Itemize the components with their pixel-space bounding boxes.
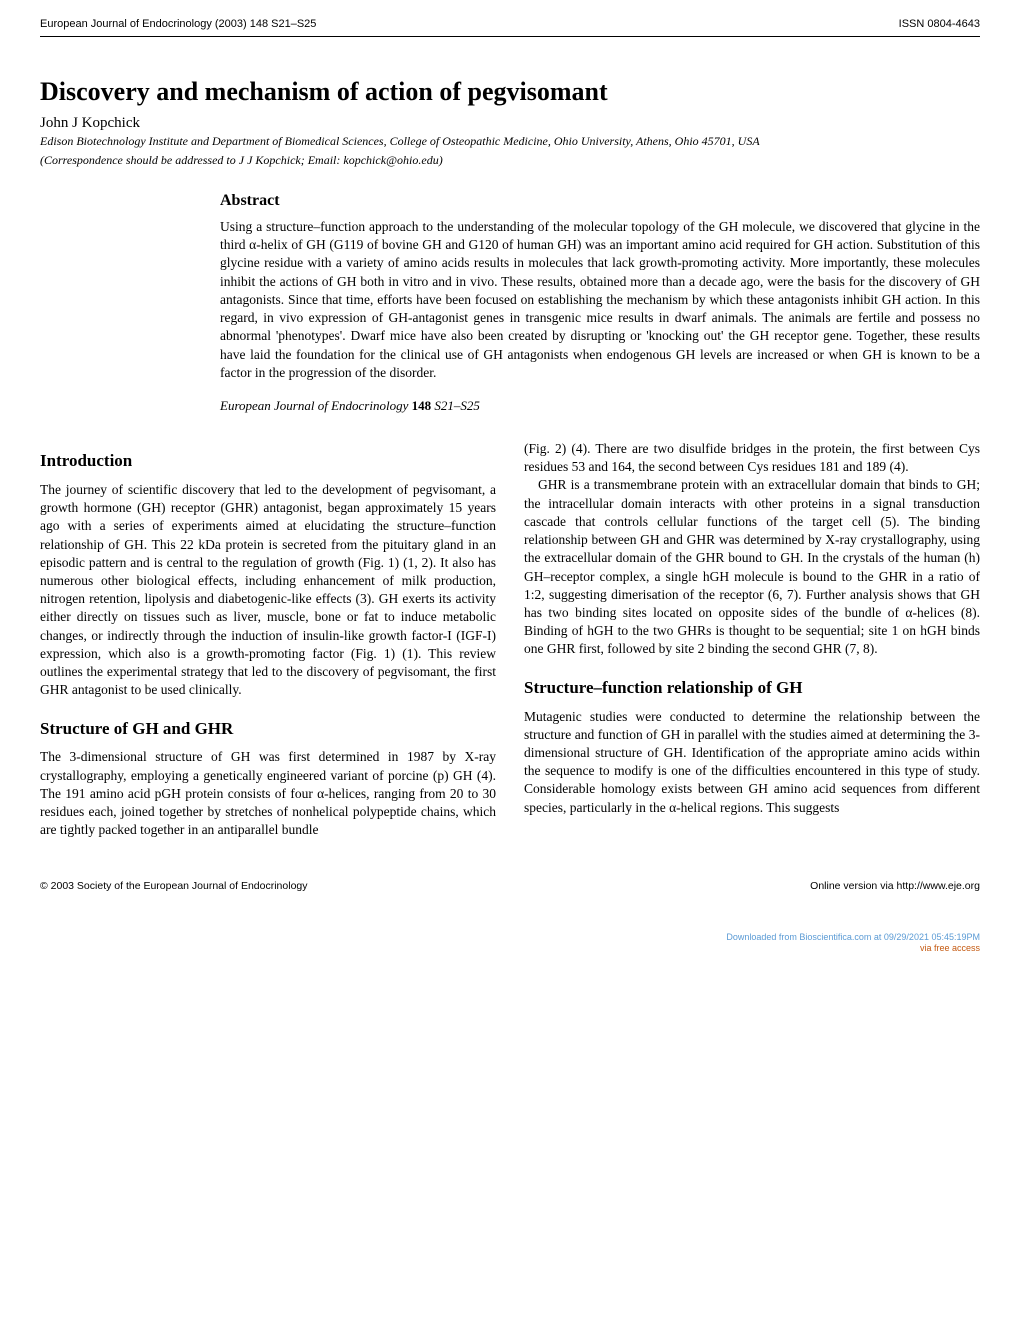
journal-citation-title: European Journal of Endocrinology [220, 398, 408, 413]
header-rule [40, 36, 980, 37]
download-line-1: Downloaded from Bioscientifica.com at 09… [40, 932, 980, 944]
right-para-1: (Fig. 2) (4). There are two disulfide br… [524, 440, 980, 476]
right-column: (Fig. 2) (4). There are two disulfide br… [524, 440, 980, 840]
journal-citation: European Journal of Endocrinology 148 S2… [220, 398, 980, 414]
two-column-body: Introduction The journey of scientific d… [40, 440, 980, 840]
author-name: John J Kopchick [40, 115, 980, 132]
copyright-text: © 2003 Society of the European Journal o… [40, 880, 308, 892]
online-version-text: Online version via http://www.eje.org [810, 880, 980, 892]
introduction-heading: Introduction [40, 450, 496, 473]
download-line-2: via free access [40, 943, 980, 955]
structure-paragraph: The 3-dimensional structure of GH was fi… [40, 748, 496, 839]
journal-citation-pages: S21–S25 [434, 398, 480, 413]
structure-heading: Structure of GH and GHR [40, 718, 496, 741]
journal-citation-volume: 148 [412, 398, 432, 413]
abstract-heading: Abstract [220, 192, 980, 210]
issn: ISSN 0804-4643 [899, 18, 980, 30]
structure-function-paragraph: Mutagenic studies were conducted to dete… [524, 708, 980, 817]
correspondence-line: (Correspondence should be addressed to J… [40, 153, 980, 168]
structure-function-heading: Structure–function relationship of GH [524, 677, 980, 700]
abstract-text: Using a structure–function approach to t… [220, 218, 980, 382]
download-note: Downloaded from Bioscientifica.com at 09… [0, 902, 1020, 965]
journal-ref: European Journal of Endocrinology (2003)… [40, 18, 316, 30]
page-header: European Journal of Endocrinology (2003)… [0, 0, 1020, 36]
left-column: Introduction The journey of scientific d… [40, 440, 496, 840]
right-para-2: GHR is a transmembrane protein with an e… [524, 476, 980, 658]
article-title: Discovery and mechanism of action of peg… [40, 77, 980, 107]
abstract-block: Abstract Using a structure–function appr… [220, 192, 980, 382]
author-affiliation: Edison Biotechnology Institute and Depar… [40, 134, 980, 149]
introduction-paragraph: The journey of scientific discovery that… [40, 481, 496, 700]
page-footer: © 2003 Society of the European Journal o… [0, 870, 1020, 902]
